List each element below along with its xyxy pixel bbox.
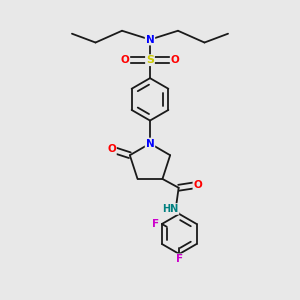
Text: F: F xyxy=(176,254,183,264)
Text: F: F xyxy=(152,219,159,229)
Text: N: N xyxy=(146,139,154,148)
Text: HN: HN xyxy=(162,204,178,214)
Text: O: O xyxy=(171,55,179,65)
Text: S: S xyxy=(146,55,154,65)
Text: N: N xyxy=(146,34,154,45)
Text: O: O xyxy=(107,144,116,154)
Text: O: O xyxy=(194,180,202,190)
Text: O: O xyxy=(121,55,129,65)
